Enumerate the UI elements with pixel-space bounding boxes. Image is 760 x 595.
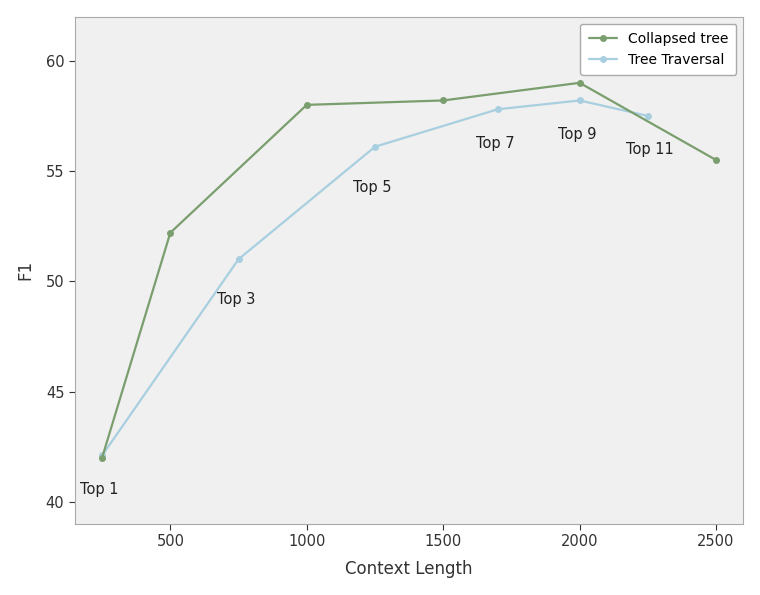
Tree Traversal xyxy=(234,256,243,263)
Collapsed tree xyxy=(302,101,312,108)
Collapsed tree xyxy=(575,79,584,86)
Collapsed tree xyxy=(711,156,720,164)
Tree Traversal xyxy=(643,112,652,120)
Text: Top 9: Top 9 xyxy=(558,127,597,142)
Text: Top 3: Top 3 xyxy=(217,292,255,307)
Collapsed tree xyxy=(166,229,175,236)
Text: Top 5: Top 5 xyxy=(353,180,391,195)
Tree Traversal xyxy=(370,143,379,151)
Text: Top 1: Top 1 xyxy=(81,482,119,497)
X-axis label: Context Length: Context Length xyxy=(345,560,473,578)
Collapsed tree xyxy=(97,454,106,461)
Text: Top 11: Top 11 xyxy=(626,142,674,157)
Collapsed tree xyxy=(439,97,448,104)
Tree Traversal xyxy=(575,97,584,104)
Tree Traversal xyxy=(493,106,502,113)
Y-axis label: F1: F1 xyxy=(17,260,35,280)
Text: Top 7: Top 7 xyxy=(476,136,515,151)
Line: Collapsed tree: Collapsed tree xyxy=(100,80,719,461)
Tree Traversal xyxy=(97,452,106,459)
Legend: Collapsed tree, Tree Traversal: Collapsed tree, Tree Traversal xyxy=(581,24,736,75)
Line: Tree Traversal: Tree Traversal xyxy=(100,98,651,458)
